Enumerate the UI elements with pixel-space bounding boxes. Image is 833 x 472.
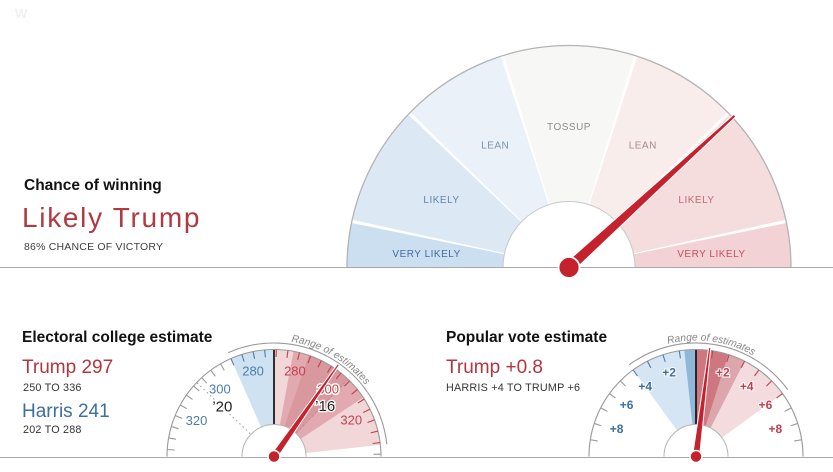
svg-text:+4: +4 [638, 379, 652, 393]
svg-text:320: 320 [340, 412, 362, 427]
svg-text:+8: +8 [610, 422, 624, 436]
svg-text:300: 300 [209, 382, 231, 397]
svg-text:+2: +2 [716, 366, 730, 380]
svg-text:320: 320 [186, 413, 208, 428]
svg-text:VERY LIKELY: VERY LIKELY [392, 249, 460, 260]
svg-text:LIKELY: LIKELY [423, 195, 459, 206]
svg-text:LIKELY: LIKELY [678, 195, 714, 206]
svg-text:’16: ’16 [315, 398, 335, 415]
svg-text:LEAN: LEAN [481, 141, 509, 152]
svg-text:+6: +6 [620, 398, 634, 412]
svg-text:+8: +8 [769, 422, 783, 436]
svg-text:+6: +6 [759, 398, 773, 412]
svg-text:’20: ’20 [212, 399, 232, 416]
svg-text:VERY LIKELY: VERY LIKELY [677, 249, 745, 260]
svg-text:280: 280 [242, 364, 264, 379]
svg-text:280: 280 [284, 364, 306, 379]
svg-text:+2: +2 [662, 366, 676, 380]
svg-text:TOSSUP: TOSSUP [547, 122, 591, 133]
svg-text:+4: +4 [740, 379, 754, 393]
svg-text:LEAN: LEAN [629, 141, 657, 152]
